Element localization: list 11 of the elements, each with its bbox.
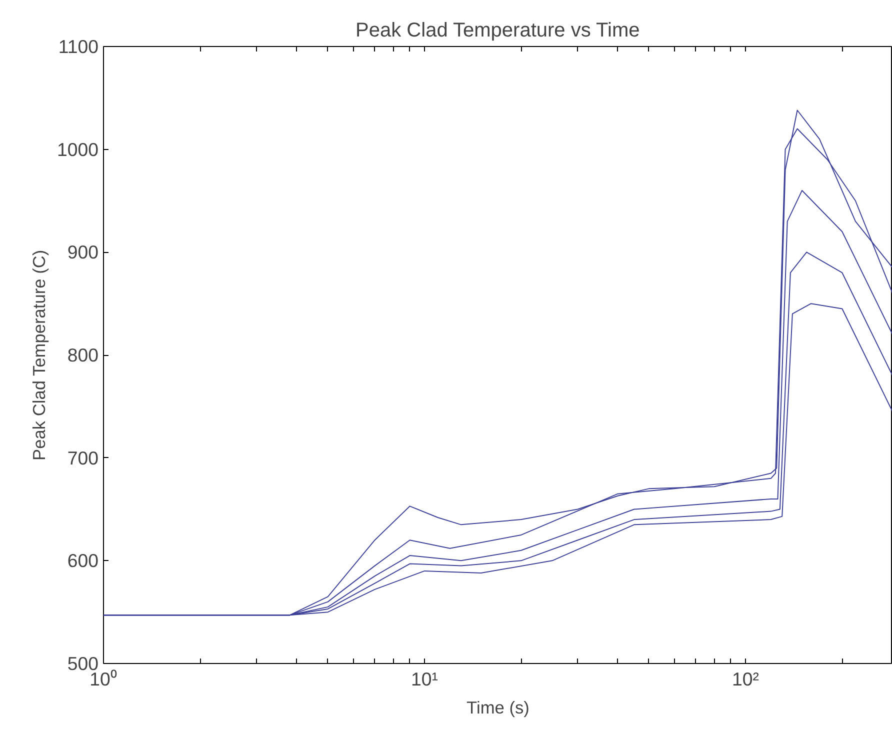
y-tick-label: 1000 bbox=[56, 138, 99, 160]
y-tick-label: 600 bbox=[67, 550, 99, 572]
chart-title: Peak Clad Temperature vs Time bbox=[356, 20, 640, 42]
y-tick-label: 700 bbox=[67, 447, 99, 468]
y-tick-label: 900 bbox=[67, 242, 99, 263]
y-tick-label: 1100 bbox=[58, 36, 99, 57]
x-tick-label: 10² bbox=[732, 668, 760, 690]
y-tick-label: 800 bbox=[67, 344, 99, 366]
y-axis-title: Peak Clad Temperature (C) bbox=[28, 250, 49, 460]
x-tick-label: 10¹ bbox=[411, 668, 438, 690]
x-axis-title: Time (s) bbox=[466, 698, 530, 718]
